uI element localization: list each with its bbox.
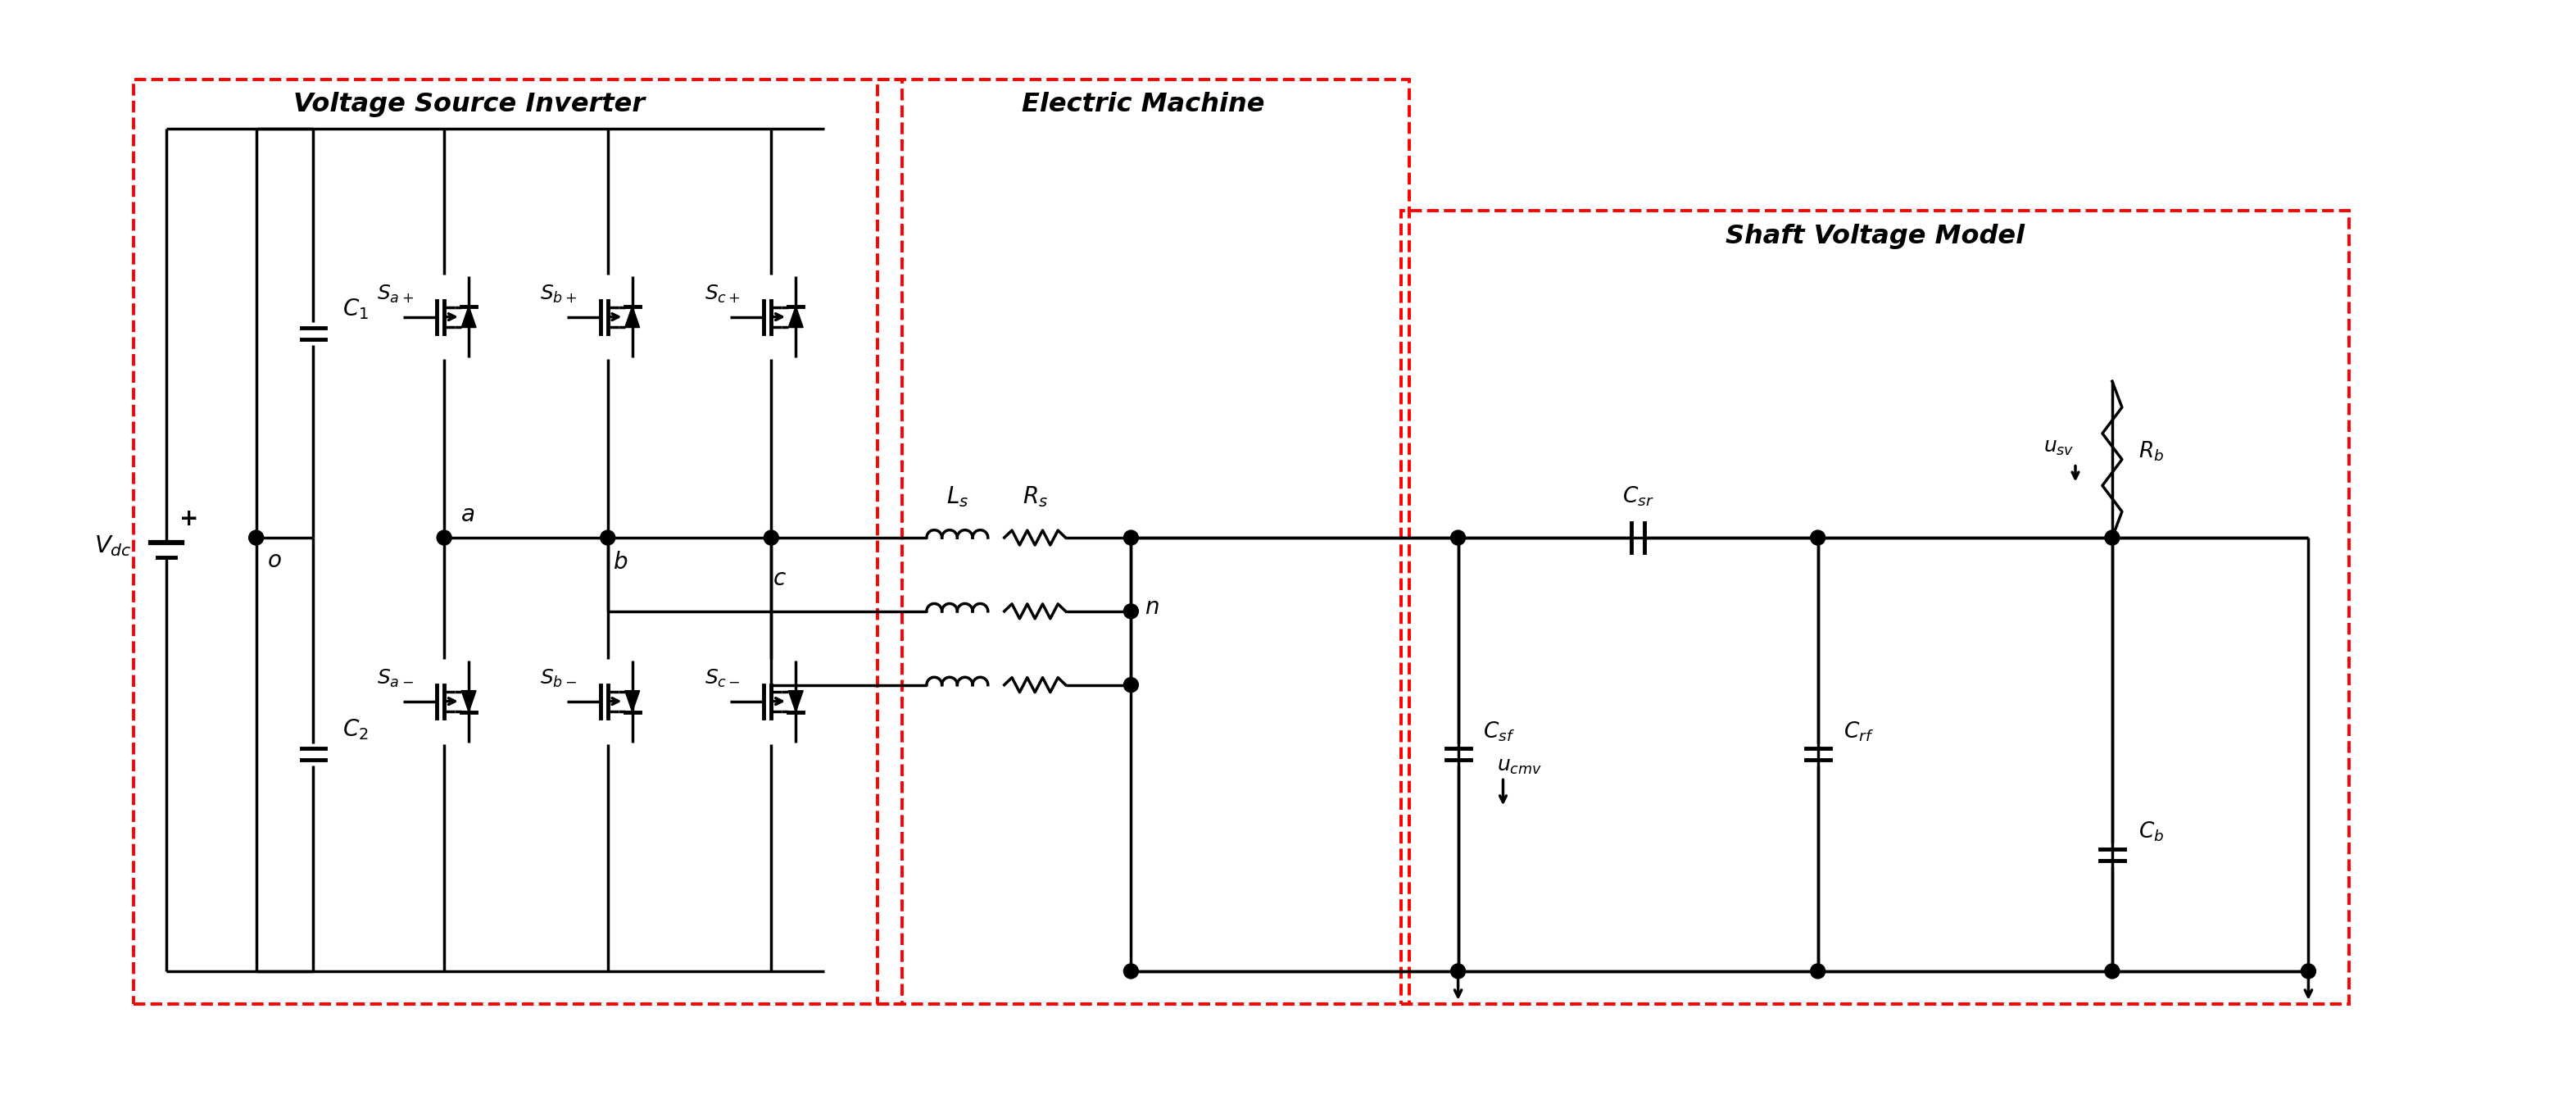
Text: $R_b$: $R_b$: [2138, 439, 2164, 463]
Text: +: +: [180, 507, 198, 530]
Text: Voltage Source Inverter: Voltage Source Inverter: [294, 92, 644, 117]
Polygon shape: [788, 307, 804, 327]
Text: $S_{c-}$: $S_{c-}$: [703, 668, 739, 689]
Circle shape: [1123, 604, 1139, 619]
Text: Shaft Voltage Model: Shaft Voltage Model: [1726, 224, 2025, 250]
Text: $C_{rf}$: $C_{rf}$: [1844, 719, 1873, 744]
Text: $C_1$: $C_1$: [343, 297, 368, 321]
Circle shape: [2105, 964, 2120, 979]
Text: $b$: $b$: [613, 551, 629, 574]
Text: Electric Machine: Electric Machine: [1023, 92, 1265, 117]
Text: $V_{dc}$: $V_{dc}$: [95, 533, 131, 558]
Text: $C_2$: $C_2$: [343, 717, 368, 742]
Circle shape: [250, 530, 263, 545]
Text: $u_{cmv}$: $u_{cmv}$: [1497, 757, 1543, 776]
Polygon shape: [788, 691, 804, 712]
Text: $L_s$: $L_s$: [945, 485, 969, 509]
Circle shape: [2300, 964, 2316, 979]
Text: $c$: $c$: [773, 567, 786, 590]
Polygon shape: [626, 307, 639, 327]
Text: $S_{a+}$: $S_{a+}$: [376, 284, 415, 304]
Polygon shape: [626, 691, 639, 712]
Text: $C_b$: $C_b$: [2138, 820, 2164, 843]
Circle shape: [1811, 964, 1826, 979]
Text: $S_{a-}$: $S_{a-}$: [376, 668, 415, 689]
Text: $S_{b+}$: $S_{b+}$: [541, 284, 577, 304]
Text: $n$: $n$: [1144, 596, 1159, 619]
Text: $a$: $a$: [461, 504, 474, 527]
Circle shape: [600, 530, 616, 545]
Circle shape: [1123, 964, 1139, 979]
Circle shape: [438, 530, 451, 545]
Circle shape: [1123, 678, 1139, 692]
Text: $S_{c+}$: $S_{c+}$: [703, 284, 739, 304]
Circle shape: [765, 530, 778, 545]
Circle shape: [2105, 530, 2120, 545]
Text: $S_{b-}$: $S_{b-}$: [541, 668, 577, 689]
Polygon shape: [461, 691, 477, 712]
Text: $o$: $o$: [268, 549, 281, 572]
Circle shape: [1123, 530, 1139, 545]
Circle shape: [1450, 964, 1466, 979]
Text: $C_{sr}$: $C_{sr}$: [1623, 485, 1654, 508]
Text: $R_s$: $R_s$: [1023, 485, 1048, 509]
Text: $C_{sf}$: $C_{sf}$: [1484, 719, 1515, 744]
Text: $u_{sv}$: $u_{sv}$: [2043, 437, 2074, 457]
Circle shape: [1450, 530, 1466, 545]
Polygon shape: [461, 307, 477, 327]
Circle shape: [1811, 530, 1826, 545]
